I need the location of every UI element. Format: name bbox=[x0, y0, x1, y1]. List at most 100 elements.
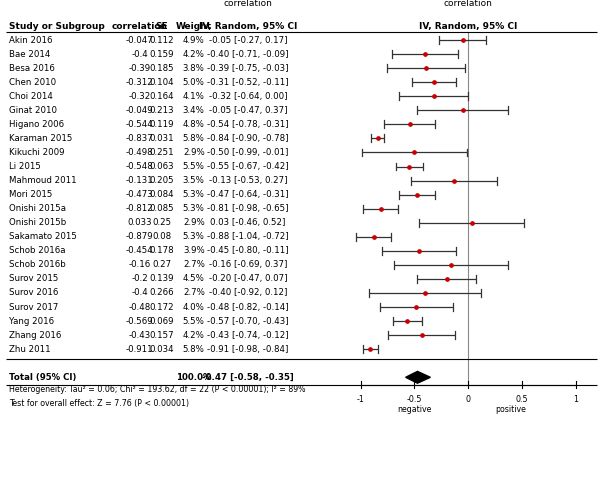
Text: Mahmoud 2011: Mahmoud 2011 bbox=[9, 176, 77, 185]
Text: 3.9%: 3.9% bbox=[183, 246, 205, 255]
Text: Weight: Weight bbox=[176, 22, 212, 31]
Text: 4.8%: 4.8% bbox=[183, 120, 205, 129]
Text: Kikuchi 2009: Kikuchi 2009 bbox=[9, 148, 65, 157]
Text: 4.2%: 4.2% bbox=[183, 50, 205, 58]
Text: 5.5%: 5.5% bbox=[183, 317, 205, 326]
Text: 2.9%: 2.9% bbox=[183, 148, 205, 157]
Text: -0.4: -0.4 bbox=[131, 50, 148, 58]
Text: SE: SE bbox=[155, 22, 169, 31]
Text: 100.0%: 100.0% bbox=[176, 373, 212, 382]
Text: -0.131: -0.131 bbox=[126, 176, 154, 185]
Text: 0.172: 0.172 bbox=[149, 303, 175, 311]
Text: 0.159: 0.159 bbox=[150, 50, 174, 58]
Text: Chen 2010: Chen 2010 bbox=[9, 78, 56, 87]
Text: 2.9%: 2.9% bbox=[183, 218, 205, 227]
Text: Choi 2014: Choi 2014 bbox=[9, 92, 53, 101]
Text: -0.4: -0.4 bbox=[131, 288, 148, 297]
Text: -0.454: -0.454 bbox=[126, 246, 154, 255]
Text: Heterogeneity: Tau² = 0.06; Chi² = 193.62, df = 22 (P < 0.00001); I² = 89%: Heterogeneity: Tau² = 0.06; Chi² = 193.6… bbox=[9, 385, 305, 394]
Text: -0.049: -0.049 bbox=[126, 106, 154, 115]
Text: Study or Subgroup: Study or Subgroup bbox=[9, 22, 105, 31]
Text: Onishi 2015b: Onishi 2015b bbox=[9, 218, 66, 227]
Text: Sakamato 2015: Sakamato 2015 bbox=[9, 232, 77, 241]
Text: 0.084: 0.084 bbox=[149, 190, 175, 199]
Text: 3.5%: 3.5% bbox=[183, 176, 205, 185]
Text: correlation: correlation bbox=[443, 0, 493, 9]
Text: -0.81 [-0.98, -0.65]: -0.81 [-0.98, -0.65] bbox=[207, 204, 289, 213]
Text: 5.3%: 5.3% bbox=[183, 204, 205, 213]
Text: Surov 2017: Surov 2017 bbox=[9, 303, 58, 311]
Text: -0.20 [-0.47, 0.07]: -0.20 [-0.47, 0.07] bbox=[209, 274, 287, 284]
Text: -0.5: -0.5 bbox=[407, 395, 422, 404]
Text: 0.034: 0.034 bbox=[149, 345, 175, 354]
Text: 0.069: 0.069 bbox=[150, 317, 174, 326]
Text: 4.9%: 4.9% bbox=[183, 35, 205, 45]
Text: 4.2%: 4.2% bbox=[183, 331, 205, 340]
Text: correlation: correlation bbox=[112, 22, 168, 31]
Text: -0.32: -0.32 bbox=[128, 92, 151, 101]
Text: 0.185: 0.185 bbox=[149, 64, 175, 73]
Text: Higano 2006: Higano 2006 bbox=[9, 120, 64, 129]
Text: 0.251: 0.251 bbox=[149, 148, 175, 157]
Text: -0.40 [-0.71, -0.09]: -0.40 [-0.71, -0.09] bbox=[207, 50, 289, 58]
Text: -0.569: -0.569 bbox=[126, 317, 154, 326]
Text: 0.112: 0.112 bbox=[149, 35, 175, 45]
Text: -0.16: -0.16 bbox=[128, 261, 151, 269]
Text: -0.47 [-0.58, -0.35]: -0.47 [-0.58, -0.35] bbox=[202, 373, 293, 382]
Text: -0.05 [-0.47, 0.37]: -0.05 [-0.47, 0.37] bbox=[209, 106, 287, 115]
Text: Surov 2016: Surov 2016 bbox=[9, 288, 58, 297]
Text: -0.84 [-0.90, -0.78]: -0.84 [-0.90, -0.78] bbox=[207, 134, 289, 143]
Text: 4.1%: 4.1% bbox=[183, 92, 205, 101]
Text: Besa 2016: Besa 2016 bbox=[9, 64, 55, 73]
Text: -0.50 [-0.99, -0.01]: -0.50 [-0.99, -0.01] bbox=[207, 148, 289, 157]
Text: 0.085: 0.085 bbox=[149, 204, 175, 213]
Text: -0.43 [-0.74, -0.12]: -0.43 [-0.74, -0.12] bbox=[207, 331, 289, 340]
Text: -0.54 [-0.78, -0.31]: -0.54 [-0.78, -0.31] bbox=[207, 120, 289, 129]
Text: 5.8%: 5.8% bbox=[183, 134, 205, 143]
Text: -0.837: -0.837 bbox=[126, 134, 154, 143]
Text: -0.40 [-0.92, 0.12]: -0.40 [-0.92, 0.12] bbox=[209, 288, 287, 297]
Text: -0.48 [-0.82, -0.14]: -0.48 [-0.82, -0.14] bbox=[207, 303, 289, 311]
Text: 0.031: 0.031 bbox=[149, 134, 175, 143]
Text: 0.266: 0.266 bbox=[149, 288, 175, 297]
Polygon shape bbox=[406, 371, 430, 383]
Text: 4.0%: 4.0% bbox=[183, 303, 205, 311]
Text: -0.16 [-0.69, 0.37]: -0.16 [-0.69, 0.37] bbox=[209, 261, 287, 269]
Text: -0.312: -0.312 bbox=[126, 78, 154, 87]
Text: 4.5%: 4.5% bbox=[183, 274, 205, 284]
Text: 0.03 [-0.46, 0.52]: 0.03 [-0.46, 0.52] bbox=[210, 218, 286, 227]
Text: Surov 2015: Surov 2015 bbox=[9, 274, 58, 284]
Text: 2.7%: 2.7% bbox=[183, 261, 205, 269]
Text: Test for overall effect: Z = 7.76 (P < 0.00001): Test for overall effect: Z = 7.76 (P < 0… bbox=[9, 399, 189, 408]
Text: 0.157: 0.157 bbox=[149, 331, 175, 340]
Text: IV, Random, 95% CI: IV, Random, 95% CI bbox=[419, 22, 517, 31]
Text: -0.2: -0.2 bbox=[131, 274, 148, 284]
Text: 5.5%: 5.5% bbox=[183, 162, 205, 171]
Text: 5.8%: 5.8% bbox=[183, 345, 205, 354]
Text: 0.119: 0.119 bbox=[150, 120, 174, 129]
Text: 0.178: 0.178 bbox=[149, 246, 175, 255]
Text: negative: negative bbox=[397, 405, 431, 414]
Text: 0.139: 0.139 bbox=[150, 274, 174, 284]
Text: 0.213: 0.213 bbox=[149, 106, 175, 115]
Text: 3.8%: 3.8% bbox=[183, 64, 205, 73]
Text: -0.43: -0.43 bbox=[128, 331, 151, 340]
Text: Karaman 2015: Karaman 2015 bbox=[9, 134, 73, 143]
Text: 0.08: 0.08 bbox=[152, 232, 172, 241]
Text: -0.473: -0.473 bbox=[126, 190, 154, 199]
Text: Total (95% CI): Total (95% CI) bbox=[9, 373, 76, 382]
Text: Schob 2016a: Schob 2016a bbox=[9, 246, 65, 255]
Text: 0.104: 0.104 bbox=[149, 78, 175, 87]
Text: 5.3%: 5.3% bbox=[183, 232, 205, 241]
Text: 0.164: 0.164 bbox=[149, 92, 175, 101]
Text: 0.205: 0.205 bbox=[149, 176, 175, 185]
Text: -0.45 [-0.80, -0.11]: -0.45 [-0.80, -0.11] bbox=[207, 246, 289, 255]
Text: -0.39 [-0.75, -0.03]: -0.39 [-0.75, -0.03] bbox=[207, 64, 289, 73]
Text: 0.25: 0.25 bbox=[152, 218, 172, 227]
Text: Akin 2016: Akin 2016 bbox=[9, 35, 53, 45]
Text: -0.812: -0.812 bbox=[126, 204, 154, 213]
Text: -0.32 [-0.64, 0.00]: -0.32 [-0.64, 0.00] bbox=[209, 92, 287, 101]
Text: Schob 2016b: Schob 2016b bbox=[9, 261, 66, 269]
Text: Yang 2016: Yang 2016 bbox=[9, 317, 54, 326]
Text: -0.879: -0.879 bbox=[126, 232, 154, 241]
